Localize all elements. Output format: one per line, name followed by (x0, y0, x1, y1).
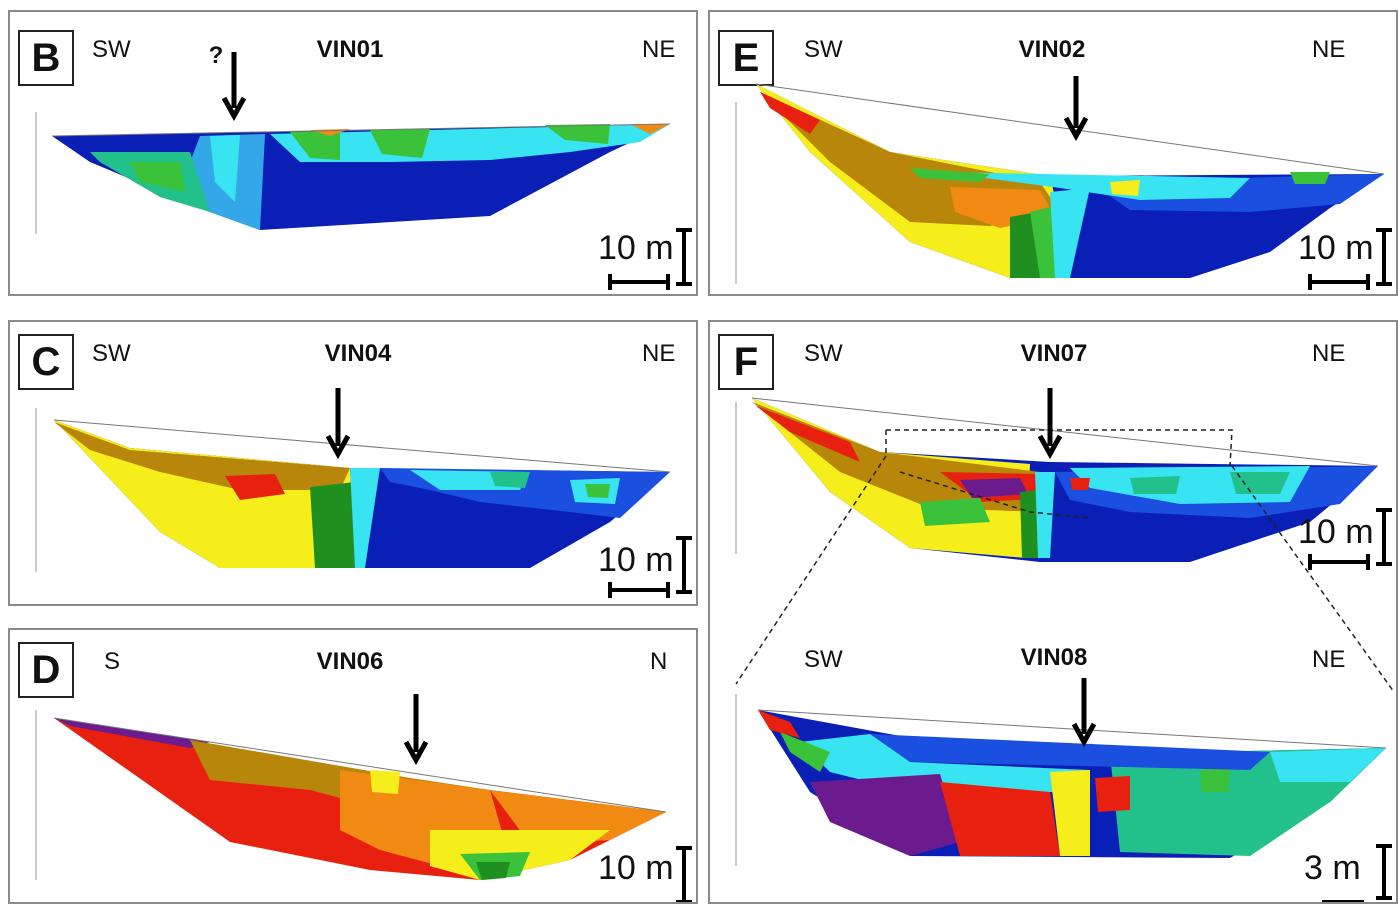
inset-scale-bar: 3 m (1304, 838, 1398, 904)
zone-dark-green (310, 482, 355, 568)
scale-bar-lines (598, 528, 698, 598)
arrow (1066, 76, 1086, 136)
panel-e: E SW VIN02 NE 10 m (708, 10, 1398, 296)
resistivity-section (10, 12, 698, 296)
scale-bar-lines (1298, 226, 1398, 296)
zone-red-small (1070, 478, 1090, 490)
resistivity-section (10, 322, 698, 606)
scale-bar: 10 m (1298, 226, 1398, 296)
zone-green (920, 498, 990, 526)
resistivity-section (10, 630, 698, 904)
scale-bar-lines (598, 226, 698, 296)
arrow (1040, 388, 1060, 454)
inset-zone-purple (810, 774, 960, 856)
zone-yellow (370, 770, 400, 794)
zone-yellow-top (1110, 180, 1140, 196)
resistivity-section (710, 12, 1398, 296)
resistivity-section (710, 322, 1398, 904)
inset-zone-red-right (1095, 776, 1130, 812)
inset-direction-left: SW (804, 646, 843, 674)
inset-zone-green-dot (1200, 768, 1230, 792)
panel-b: B SW VIN01 NE ? 10 m (8, 10, 698, 296)
inset-arrow (1074, 678, 1094, 742)
inset-zone-red-mid (940, 782, 1060, 856)
scale-bar: 10 m (598, 840, 698, 904)
zone-teal (490, 472, 530, 488)
scale-bar-lines (598, 840, 698, 904)
arrow (224, 52, 244, 116)
panel-f: F SW VIN07 NE (708, 320, 1398, 904)
zone-dark-green (476, 862, 510, 880)
scale-bar: 10 m (1298, 500, 1398, 570)
inset-title: VIN08 (1021, 644, 1088, 672)
inset-direction-right: NE (1312, 646, 1345, 674)
zone-green-right (585, 484, 610, 498)
inset-zone-cyan-right (1270, 748, 1386, 782)
panel-c: C SW VIN04 NE 10 m (8, 320, 698, 606)
scale-bar: 10 m (598, 226, 698, 296)
zone-teal (1130, 476, 1180, 494)
arrow (406, 694, 426, 760)
scale-bar-lines (1298, 500, 1398, 570)
arrow (328, 388, 348, 454)
scale-bar: 10 m (598, 528, 698, 598)
zone-green-right (1290, 172, 1330, 184)
panel-d: D S VIN06 N 10 m (8, 628, 698, 904)
inset-scale-bar-lines (1304, 838, 1398, 904)
